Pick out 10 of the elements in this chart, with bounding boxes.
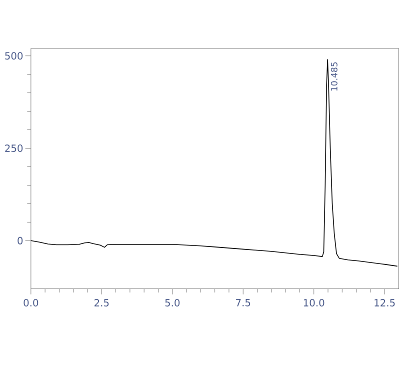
x-tick-label: 12.5: [374, 299, 395, 307]
y-tick-label: 500: [5, 52, 23, 60]
x-tick-label: 10.0: [304, 299, 324, 307]
x-tick-label: 0.0: [24, 299, 38, 307]
x-tick-label: 5.0: [165, 299, 180, 307]
y-tick-label: 250: [5, 144, 23, 152]
y-tick-label: 0: [18, 236, 23, 244]
x-tick-label: 7.5: [236, 299, 250, 306]
annotation: 10.485: [330, 62, 338, 91]
x-tick-label: 2.5: [94, 299, 109, 307]
